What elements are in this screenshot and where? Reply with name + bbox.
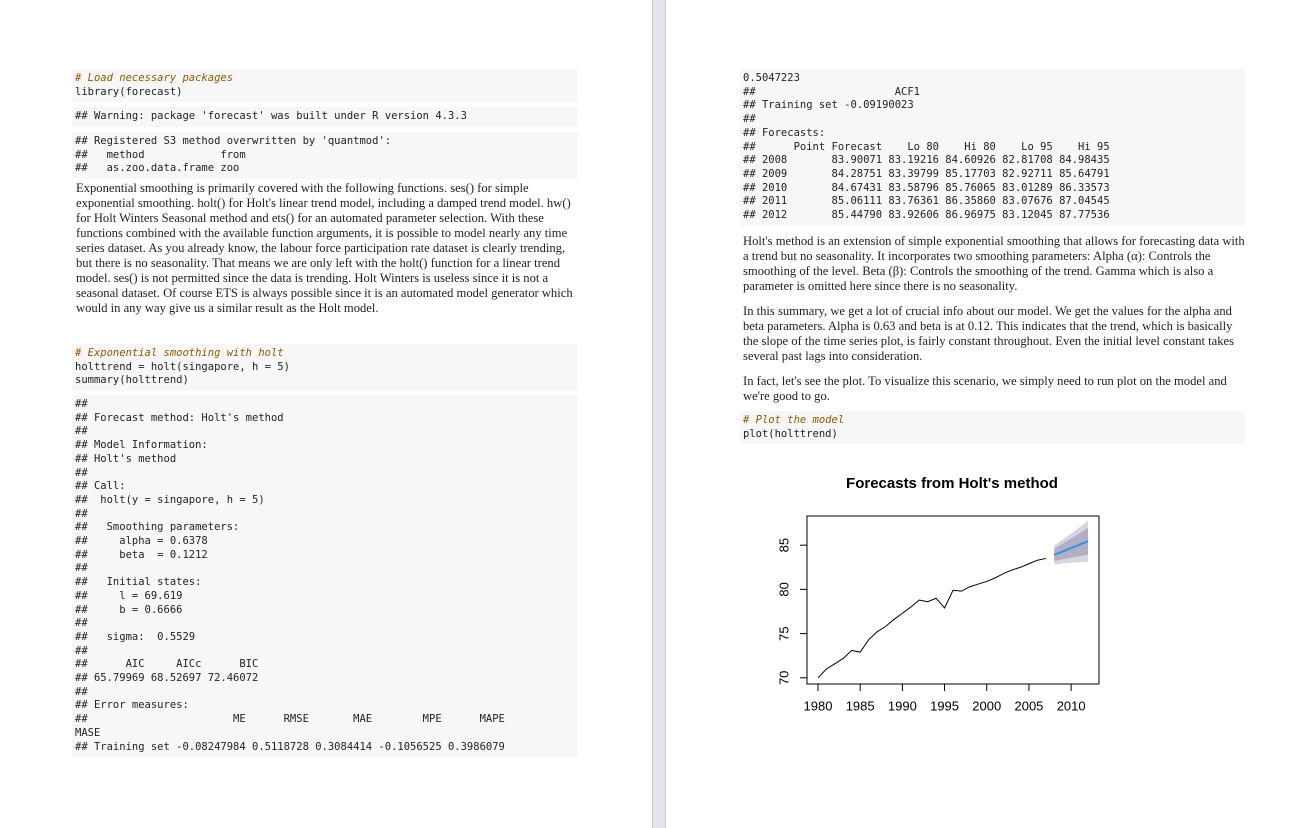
paragraph: Exponential smoothing is primarily cover…: [76, 181, 573, 315]
series-line: [817, 557, 1046, 679]
code-line: ##: [75, 644, 88, 657]
forecast-interval: [1054, 527, 1089, 562]
code-line: ## beta = 0.1212: [75, 548, 208, 561]
code-line: ## Call:: [75, 480, 126, 493]
code-line: plot(holttrend): [743, 427, 838, 440]
code-line: ## 65.79969 68.52697 72.46072: [75, 672, 259, 685]
code-line: # Exponential smoothing with holt: [75, 347, 284, 359]
code-line: ##: [75, 617, 88, 630]
code-line: 0.5047223: [743, 72, 800, 84]
code-line: ## method from: [75, 148, 246, 161]
y-tick-label: 75: [776, 626, 791, 640]
chart-title: Forecasts from Holt's method: [846, 475, 1058, 492]
y-tick-label: 80: [776, 582, 791, 596]
code-block: # Exponential smoothing with holt holttre…: [72, 344, 578, 392]
code-line: ## b = 0.6666: [75, 603, 183, 616]
output-block: ## Registered S3 method overwritten by '…: [72, 132, 578, 180]
code-line: ## 2009 84.28751 83.39799 85.17703 82.92…: [743, 167, 1110, 180]
code-line: ## holt(y = singapore, h = 5): [75, 493, 265, 506]
code-line: ## Training set -0.09190023: [743, 99, 914, 112]
x-tick-label: 1995: [930, 698, 959, 713]
code-line: ## 2008 83.90071 83.19216 84.60926 82.81…: [743, 154, 1110, 167]
code-line: ## as.zoo.data.frame zoo: [75, 162, 240, 175]
code-line: ## 2011 85.06111 83.76361 86.35860 83.07…: [743, 195, 1110, 208]
code-line: MASE: [75, 726, 101, 739]
code-line: holttrend = holt(singapore, h = 5): [75, 360, 290, 373]
code-line: summary(holttrend): [75, 374, 189, 387]
chart: Forecasts from Holt's method 1980 1985 199…: [776, 475, 1100, 713]
code-line: ## Registered S3 method overwritten by '…: [75, 135, 392, 147]
code-line: ##: [75, 507, 88, 520]
output-block: 0.5047223 ## ACF1 ## Training set -0.09190…: [740, 69, 1245, 226]
code-line: ##: [75, 562, 88, 575]
code-line: ##: [75, 466, 88, 479]
y-tick-label: 70: [776, 671, 791, 685]
x-tick-label: 1980: [804, 698, 833, 713]
plot-frame: [806, 515, 1100, 685]
code-line: ## Point Forecast Lo 80 Hi 80 Lo 95 Hi 9…: [743, 140, 1110, 153]
code-line: ## Training set -0.08247984 0.5118728 0.…: [75, 740, 505, 753]
output-block: ## ## Forecast method: Holt's method ## ## …: [72, 395, 578, 758]
code-line: ## alpha = 0.6378: [75, 535, 208, 548]
x-tick-label: 2010: [1057, 698, 1086, 713]
x-tick-label: 2000: [972, 698, 1001, 713]
code-line: ## Initial states:: [75, 576, 202, 589]
series-line: [1053, 540, 1089, 556]
code-line: ## Forecasts:: [743, 126, 826, 139]
code-line: ##: [75, 425, 88, 438]
code-block: # Load necessary packages library(forecas…: [72, 69, 578, 103]
code-line: ##: [75, 398, 88, 410]
code-line: ## AIC AICc BIC: [75, 658, 259, 671]
code-line: ## ME RMSE MAE MPE MAPE: [75, 713, 505, 726]
code-line: ## sigma: 0.5529: [75, 630, 196, 643]
paragraph: In this summary, we get a lot of crucial…: [743, 304, 1235, 363]
paragraph: Holt's method is an extension of simple …: [743, 234, 1245, 293]
code-line: ## Model Information:: [75, 439, 208, 452]
output-block: ## Warning: package 'forecast' was built…: [72, 107, 578, 127]
code-line: ## Smoothing parameters:: [75, 521, 240, 534]
x-tick-label: 2005: [1014, 698, 1043, 713]
paragraph: In fact, let's see the plot. To visualiz…: [743, 374, 1227, 403]
y-tick-label: 85: [776, 538, 791, 552]
code-line: ## 2010 84.67431 83.58796 85.76065 83.01…: [743, 181, 1110, 194]
code-line: ##: [743, 113, 756, 126]
code-line: ## Forecast method: Holt's method: [75, 411, 284, 424]
code-line: # Plot the model: [743, 414, 845, 426]
code-line: ## l = 69.619: [75, 589, 183, 602]
x-tick-label: 1985: [846, 698, 875, 713]
code-line: ## ACF1: [743, 85, 921, 98]
code-line: library(forecast): [75, 85, 183, 98]
code-line: ## Holt's method: [75, 452, 177, 465]
code-line: # Load necessary packages: [75, 72, 234, 84]
code-line: ## 2012 85.44790 83.92606 86.96975 83.12…: [743, 209, 1110, 222]
code-line: ## Error measures:: [75, 699, 189, 712]
code-line: ## Warning: package 'forecast' was built…: [75, 110, 467, 122]
page-gutter: [652, 0, 666, 828]
x-tick-label: 1990: [888, 698, 917, 713]
code-block: # Plot the model plot(holttrend): [740, 411, 1245, 445]
code-line: ##: [75, 685, 88, 698]
